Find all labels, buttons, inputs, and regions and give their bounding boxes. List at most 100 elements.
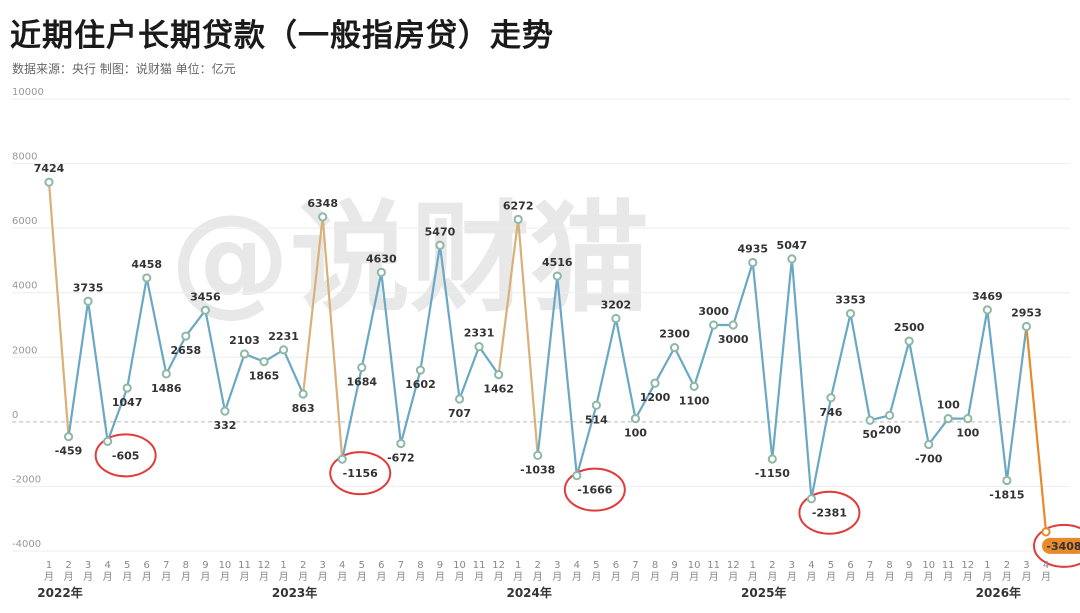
data-point — [982, 305, 992, 315]
data-point — [904, 336, 914, 346]
watermark: @说财猫 — [170, 190, 650, 329]
data-label: 6272 — [503, 199, 534, 212]
x-tick-label: 4 — [808, 560, 814, 571]
y-tick-label: 0 — [12, 410, 18, 421]
data-label: 50 — [862, 428, 878, 441]
x-tick-suffix: 月 — [103, 571, 113, 583]
x-tick-suffix: 月 — [943, 571, 953, 583]
data-label: 4458 — [131, 258, 162, 271]
data-point — [1041, 527, 1051, 537]
data-point — [376, 267, 386, 277]
line-segment — [908, 340, 930, 445]
x-tick-label: 3 — [554, 560, 560, 571]
data-point — [239, 349, 250, 359]
line-segment — [282, 349, 305, 395]
data-point — [1002, 475, 1012, 486]
x-tick-label: 12 — [258, 560, 271, 571]
x-tick-suffix: 月 — [64, 571, 74, 583]
data-point — [161, 369, 171, 379]
line-segment — [536, 275, 559, 456]
data-label: 7424 — [34, 162, 65, 175]
x-tick-suffix: 月 — [455, 571, 465, 583]
data-point — [318, 212, 328, 222]
data-label: -1150 — [755, 467, 791, 480]
x-tick-suffix: 月 — [806, 571, 816, 583]
x-tick-label: 10 — [219, 560, 232, 571]
data-label: -2381 — [812, 507, 847, 520]
line-segment — [204, 310, 227, 412]
x-tick-suffix: 月 — [142, 571, 152, 583]
series-line — [47, 182, 1048, 532]
x-tick-suffix: 月 — [826, 571, 836, 583]
line-segment — [517, 219, 539, 456]
data-point — [298, 389, 308, 399]
line-segment — [67, 301, 90, 437]
data-point — [259, 357, 269, 367]
data-label: 2231 — [268, 330, 299, 343]
data-point — [415, 365, 426, 375]
data-label: 100 — [624, 427, 647, 440]
line-segment — [106, 387, 129, 442]
data-label: 1865 — [249, 370, 280, 383]
x-tick-suffix: 月 — [357, 571, 367, 583]
x-tick-suffix: 月 — [44, 571, 54, 583]
line-segment — [419, 245, 442, 371]
x-tick-suffix: 月 — [337, 571, 347, 583]
line-segment — [87, 301, 109, 442]
line-segment — [341, 367, 363, 460]
highlight-circle — [94, 433, 157, 478]
data-label: 4630 — [366, 252, 397, 265]
highlight-circles — [94, 433, 1080, 568]
line-segment — [888, 340, 911, 416]
grid — [12, 98, 1070, 552]
line-segment — [380, 272, 402, 444]
x-tick-label: 2 — [535, 560, 541, 571]
x-tick-suffix: 月 — [181, 571, 191, 583]
data-label: -1815 — [989, 488, 1024, 501]
x-tick-label: 2 — [65, 560, 71, 571]
data-label: 1602 — [405, 378, 436, 391]
x-tick-label: 6 — [144, 560, 150, 571]
line-segment — [751, 262, 774, 460]
x-tick-label: 2 — [1004, 560, 1010, 571]
data-label: -605 — [112, 449, 140, 462]
x-tick-label: 12 — [961, 560, 974, 571]
line-segment — [165, 335, 187, 375]
x-tick-label: 12 — [727, 560, 740, 571]
x-tick-suffix: 月 — [200, 571, 210, 583]
line-segment — [849, 313, 872, 421]
highlight-circle — [563, 467, 626, 512]
highlight-circle — [798, 490, 861, 535]
data-point — [728, 320, 738, 330]
data-label: 1200 — [640, 391, 671, 404]
x-tick-suffix: 月 — [630, 571, 640, 583]
data-label: 3000 — [698, 305, 729, 318]
x-tick-suffix: 月 — [415, 571, 425, 583]
line-segment — [47, 182, 70, 437]
x-tick-label: 4 — [104, 560, 110, 571]
data-point — [474, 341, 484, 352]
line-segment — [223, 353, 246, 412]
data-label: 100 — [937, 399, 960, 412]
data-point — [787, 254, 797, 264]
x-tick-label: 1 — [46, 560, 52, 571]
data-point — [122, 383, 132, 393]
highlight-circle — [1033, 523, 1080, 568]
data-label: -1038 — [520, 463, 555, 476]
data-point — [435, 240, 445, 250]
line-segment — [145, 277, 168, 375]
data-label: 332 — [213, 419, 236, 432]
x-tick-label: 10 — [453, 560, 466, 571]
data-label: 707 — [448, 407, 471, 420]
y-tick-label: 8000 — [12, 152, 37, 163]
x-tick-suffix: 月 — [279, 571, 289, 583]
x-tick-label: 3 — [85, 560, 91, 571]
data-label: 3353 — [835, 294, 866, 307]
data-point — [572, 471, 582, 481]
data-point — [200, 305, 210, 315]
line-segment — [693, 324, 715, 387]
data-label: -700 — [915, 452, 943, 465]
x-tick-suffix: 月 — [963, 571, 973, 583]
x-tick-label: 7 — [632, 560, 638, 571]
data-label: -1666 — [577, 484, 613, 497]
